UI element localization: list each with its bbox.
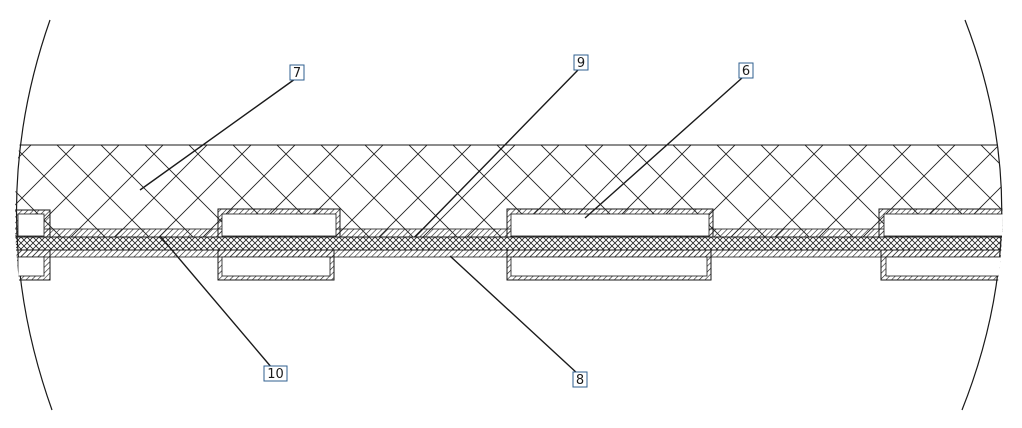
leader-line-9	[414, 69, 579, 238]
callout-6: 6	[738, 62, 754, 79]
leader-line-8	[449, 255, 579, 375]
callout-10-label: 10	[267, 367, 284, 382]
callout-10: 10	[263, 365, 288, 382]
callout-6-label: 6	[742, 64, 750, 79]
callout-9-label: 9	[577, 56, 585, 71]
leader-line-7	[139, 78, 296, 191]
callout-8-label: 8	[576, 373, 584, 388]
callout-8: 8	[572, 371, 588, 388]
leader-line-10	[159, 235, 273, 369]
middle-finecross-layer	[15, 236, 1003, 251]
callout-9: 9	[573, 54, 589, 71]
leader-line-6	[584, 77, 743, 219]
lower-channels	[15, 249, 1003, 281]
callout-7-label: 7	[293, 66, 301, 81]
upper-channels	[15, 208, 1003, 238]
callout-7: 7	[289, 64, 305, 81]
